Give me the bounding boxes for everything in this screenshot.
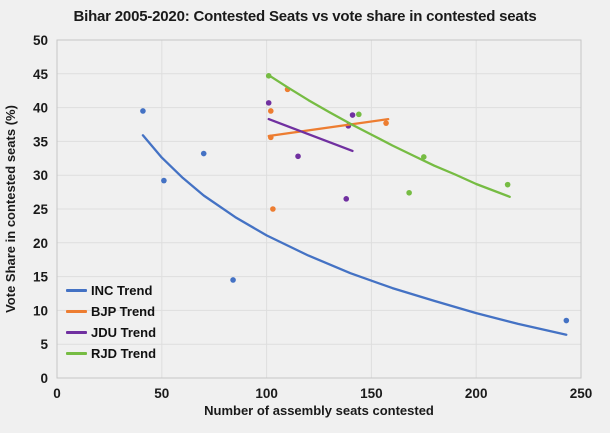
x-axis-title: Number of assembly seats contested [204, 403, 434, 418]
trend-line-inc [141, 134, 568, 336]
data-point-rjd [421, 154, 427, 160]
legend-item-jdu: JDU Trend [66, 322, 156, 343]
y-tick-label: 50 [33, 33, 48, 48]
y-tick-label: 35 [33, 134, 49, 149]
x-tick-label: 250 [570, 386, 593, 401]
legend-swatch-rjd [66, 352, 87, 355]
data-point-jdu [343, 196, 350, 202]
data-point-bjp [270, 206, 276, 212]
data-point-jdu [349, 112, 356, 118]
trend-line-bjp [267, 117, 390, 138]
legend-label-inc: INC Trend [91, 283, 153, 298]
x-tick-label: 100 [255, 386, 278, 401]
chart-title: Bihar 2005-2020: Contested Seats vs vote… [73, 8, 537, 25]
data-point-rjd [356, 111, 362, 118]
y-tick-label: 15 [33, 270, 49, 285]
data-point-inc [140, 108, 146, 114]
y-tick-label: 10 [33, 303, 48, 318]
data-point-bjp [267, 108, 274, 114]
legend-item-inc: INC Trend [66, 280, 156, 301]
legend-label-bjp: BJP Trend [91, 304, 156, 319]
legend-swatch-bjp [66, 310, 87, 313]
legend-swatch-jdu [66, 331, 87, 334]
y-tick-label: 30 [33, 168, 48, 183]
legend-label-rjd: RJD Trend [91, 346, 157, 361]
data-point-inc [230, 277, 236, 283]
x-tick-label: 150 [360, 386, 383, 401]
data-point-bjp [383, 120, 389, 126]
y-tick-label: 45 [33, 67, 49, 82]
y-tick-label: 40 [33, 101, 48, 116]
trend-line-rjd [267, 74, 511, 198]
legend: INC Trend BJP Trend JDU Trend RJD Trend [66, 280, 156, 364]
trend-line-jdu [267, 117, 354, 153]
y-tick-label: 25 [33, 202, 49, 217]
legend-item-rjd: RJD Trend [66, 343, 156, 364]
x-tick-label: 0 [53, 386, 61, 401]
plot-border [56, 39, 582, 379]
y-tick-label: 20 [33, 236, 48, 251]
data-point-inc [563, 317, 570, 324]
legend-item-bjp: BJP Trend [66, 301, 156, 322]
data-point-rjd [406, 189, 412, 196]
y-tick-label: 0 [40, 371, 48, 386]
data-point-inc [161, 177, 167, 184]
data-point-rjd [504, 181, 511, 188]
data-point-jdu [295, 153, 301, 160]
x-tick-label: 200 [465, 386, 488, 401]
data-point-jdu [265, 100, 272, 106]
y-axis-title: Vote Share in contested seats (%) [3, 105, 18, 313]
data-point-inc [200, 150, 207, 157]
y-tick-label: 5 [40, 337, 48, 352]
legend-label-jdu: JDU Trend [91, 325, 157, 340]
legend-swatch-inc [66, 289, 87, 292]
x-tick-label: 50 [154, 386, 169, 401]
